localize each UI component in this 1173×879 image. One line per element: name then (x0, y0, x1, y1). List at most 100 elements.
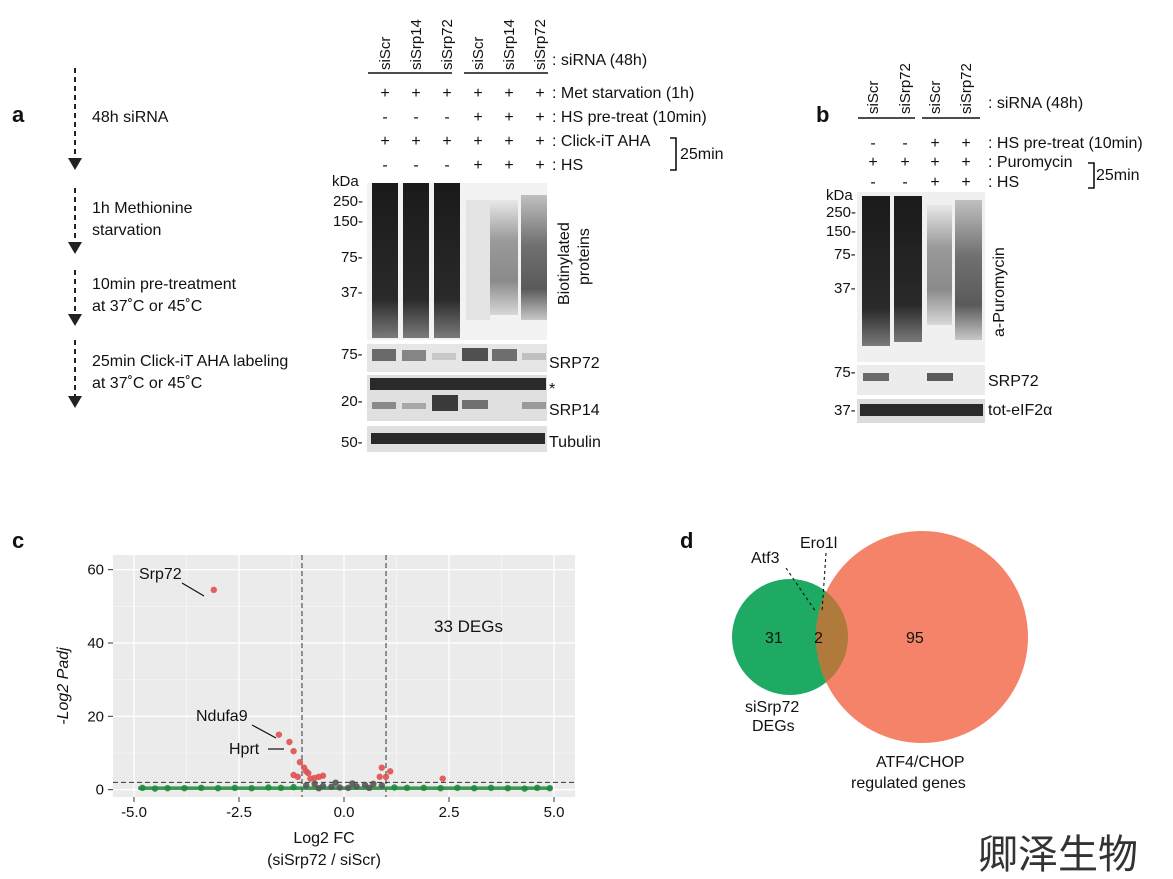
b-condition-sign: + (961, 154, 970, 171)
srp72-leader (181, 582, 205, 597)
x-tick-label: -2.5 (226, 804, 252, 821)
a-condition-sign: - (413, 109, 418, 126)
data-point-fold-change-only (181, 785, 188, 792)
data-point-significant (303, 768, 310, 775)
label-star: * (549, 381, 555, 398)
data-point-not-significant (332, 779, 339, 786)
panel-b-lane-labels: siScr siSrp72 siScr siSrp72 (865, 63, 975, 114)
data-point-not-significant (311, 780, 318, 787)
label-proteins: proteins (576, 228, 593, 285)
blot-puromycin (857, 192, 985, 362)
data-point-fold-change-only (231, 784, 238, 792)
venn-circle-atf4 (816, 531, 1028, 743)
workflow-step-4b: at 37˚C or 45˚C (92, 375, 202, 392)
x-tick-label: -5.0 (121, 804, 147, 821)
y-tick-label: 60 (87, 562, 104, 579)
marker-250: 250- (333, 193, 363, 210)
a-lane-label: siScr (377, 37, 394, 70)
marker-50: 50- (341, 434, 363, 451)
b-lane-label: siScr (865, 81, 882, 114)
panel-b-condition-rows: : siRNA (48h): HS pre-treat (10min) - - + +:… (868, 95, 1142, 191)
data-point-significant (290, 747, 297, 755)
data-point-fold-change-only (139, 784, 146, 792)
a-condition-sign: - (444, 157, 449, 174)
a-condition-sign: + (473, 157, 482, 174)
data-point-fold-change-only (248, 785, 255, 792)
label-eif2: tot-eIF2α (988, 402, 1052, 419)
a-condition-sign: + (504, 85, 513, 102)
a-condition-sign: - (382, 157, 387, 174)
a-condition-sign: + (442, 85, 451, 102)
b-condition-sign: + (961, 135, 970, 152)
gene-label-hprt: Hprt (229, 741, 260, 758)
b-condition-sign: + (930, 135, 939, 152)
marker-b-75: 75- (834, 246, 856, 263)
workflow-step-2: 1h Methionine (92, 200, 193, 217)
marker-75: 75- (341, 249, 363, 266)
data-point-significant (210, 586, 217, 594)
data-point-fold-change-only (214, 785, 222, 792)
data-point-not-significant (345, 784, 352, 792)
marker-150: 150- (333, 213, 363, 230)
data-point-fold-change-only (487, 784, 495, 792)
b-lane-label: siSrp72 (958, 63, 975, 114)
panel-label-d: d (680, 528, 693, 553)
data-point-significant (296, 758, 304, 766)
data-point-fold-change-only (471, 785, 478, 792)
workflow-step-2b: starvation (92, 222, 161, 239)
gene-label-ero1l: Ero1l (800, 535, 837, 552)
blot-eif2 (857, 399, 985, 423)
blot-biotinylated (367, 183, 547, 340)
data-point-fold-change-only (198, 784, 205, 792)
label-srp14: SRP14 (549, 402, 600, 419)
time-bracket-b (1088, 162, 1095, 189)
ndufa9-leader (251, 724, 277, 739)
degs-count-label: 33 DEGs (434, 617, 503, 636)
x-tick-label: 5.0 (544, 804, 565, 821)
b-condition-label: : HS (988, 174, 1019, 191)
data-point-significant (378, 764, 385, 771)
venn-label-b2: regulated genes (851, 775, 966, 792)
b-condition-sign: + (961, 174, 970, 191)
data-point-not-significant (328, 783, 335, 790)
venn-label-b1: ATF4/CHOP (876, 754, 965, 771)
data-point-fold-change-only (546, 785, 553, 792)
a-condition-label: : Met starvation (1h) (552, 85, 694, 102)
data-point-fold-change-only (265, 784, 272, 791)
y-axis-label: -Log2 Padj (55, 647, 72, 725)
b-condition-sign: + (930, 154, 939, 171)
watermark: 卿泽生物 (978, 832, 1138, 878)
x-tick-label: 2.5 (439, 804, 460, 821)
data-point-not-significant (303, 782, 310, 789)
data-point-fold-change-only (454, 784, 461, 792)
x-tick-label: 0.0 (334, 804, 355, 821)
data-point-not-significant (349, 780, 356, 787)
venn-count-a: 31 (765, 630, 783, 647)
data-point-not-significant (366, 784, 373, 792)
panel-label-b: b (816, 102, 829, 127)
data-point-not-significant (336, 784, 343, 791)
a-lane-label: siSrp72 (532, 19, 549, 70)
marker-75b: 75- (341, 346, 363, 363)
bracket-label: 25min (680, 146, 724, 163)
kda-header: kDa (332, 173, 359, 190)
gene-label-srp72: Srp72 (139, 566, 182, 583)
a-condition-sign: + (504, 133, 513, 150)
marker-b-250: 250- (826, 204, 856, 221)
marker-20: 20- (341, 393, 363, 410)
data-point-fold-change-only (403, 784, 411, 792)
data-point-fold-change-only (164, 785, 171, 792)
data-point-fold-change-only (391, 784, 398, 791)
panel-a-lane-labels: siScr siSrp14 siSrp72 siScr siSrp14 siSrp72 (377, 19, 549, 70)
workflow-step-3b: at 37˚C or 45˚C (92, 298, 202, 315)
venn-label-a1: siSrp72 (745, 699, 799, 716)
b-condition-sign: + (900, 154, 909, 171)
venn-label-a2: DEGs (752, 718, 795, 735)
a-condition-label: : siRNA (48h) (552, 52, 647, 69)
b-condition-label: : Puromycin (988, 154, 1072, 171)
label-srp72-b: SRP72 (988, 373, 1039, 390)
data-point-significant (290, 771, 297, 779)
blot-tubulin (367, 426, 547, 452)
panel-label-c: c (12, 528, 24, 553)
kda-header-b: kDa (826, 187, 853, 204)
